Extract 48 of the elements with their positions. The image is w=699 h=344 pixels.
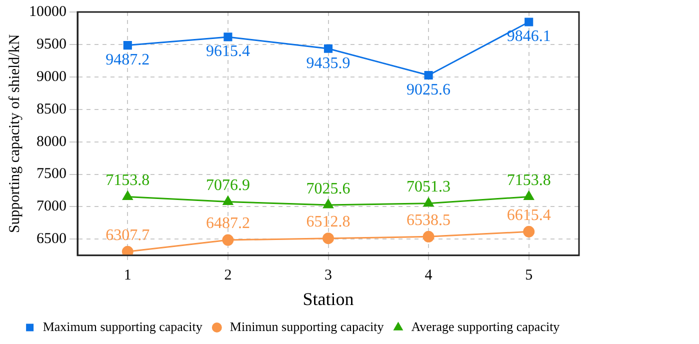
point: [523, 226, 535, 238]
point: [324, 44, 333, 53]
point: [524, 18, 534, 26]
data-label: 7076.9: [206, 176, 250, 194]
y-tick-label: 7000: [36, 198, 66, 215]
y-tick-label: 7500: [36, 166, 66, 182]
y-tick-label: 8500: [36, 101, 66, 118]
point: [123, 41, 132, 50]
y-tick-label: 6500: [36, 231, 66, 248]
point: [422, 230, 434, 242]
legend-label: Average supporting capacity: [411, 318, 560, 334]
data-label: 6615.4: [506, 206, 551, 224]
data-label: 9615.4: [206, 43, 250, 60]
point: [423, 198, 434, 207]
data-label: 9487.2: [106, 51, 150, 68]
x-tick-label: 2: [224, 267, 232, 284]
data-label: 9435.9: [306, 54, 350, 72]
data-label: 7153.8: [106, 172, 150, 189]
point: [322, 232, 334, 244]
data-label: 6307.7: [106, 226, 150, 244]
point: [122, 246, 134, 256]
x-tick-label: 3: [324, 267, 332, 284]
point: [222, 234, 234, 246]
legend-label: Maximum supporting capacity: [42, 318, 203, 334]
point: [323, 199, 334, 208]
y-tick-label: 8000: [36, 134, 66, 150]
data-label: 9846.1: [506, 28, 551, 46]
x-axis-title: Station: [302, 288, 354, 309]
y-axis-title: Supporting capacity of shield/kN: [6, 34, 23, 234]
data-label: 6538.5: [406, 212, 451, 229]
y-tick-label: 9000: [36, 68, 66, 85]
data-label: 7153.8: [506, 172, 551, 189]
data-label: 6512.8: [306, 214, 350, 231]
point: [524, 190, 534, 200]
y-tick-label: 9500: [36, 36, 66, 52]
data-label: 7025.6: [306, 180, 350, 198]
x-tick-label: 1: [124, 267, 132, 284]
x-tick-label: 5: [525, 267, 533, 284]
point: [222, 196, 234, 205]
y-tick-label: 10000: [29, 4, 66, 20]
point: [224, 32, 232, 42]
legend-label: Minimun supporting capacity: [230, 318, 384, 334]
data-label: 6487.2: [206, 215, 250, 232]
point: [424, 70, 433, 80]
data-label: 7051.3: [406, 178, 451, 196]
point: [122, 190, 133, 200]
data-label: 9025.6: [406, 81, 451, 98]
x-tick-label: 4: [424, 267, 433, 284]
